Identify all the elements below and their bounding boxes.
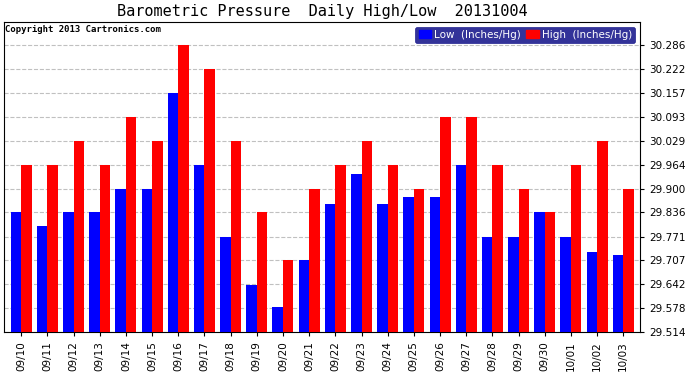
Bar	[335, 165, 346, 332]
Bar	[440, 117, 451, 332]
Legend: Low  (Inches/Hg), High  (Inches/Hg): Low (Inches/Hg), High (Inches/Hg)	[415, 27, 635, 43]
Bar	[623, 189, 633, 332]
Bar	[204, 69, 215, 332]
Bar	[571, 165, 582, 332]
Bar	[377, 204, 388, 332]
Bar	[404, 197, 414, 332]
Bar	[519, 189, 529, 332]
Bar	[63, 213, 74, 332]
Bar	[283, 260, 293, 332]
Bar	[11, 213, 21, 332]
Bar	[89, 213, 100, 332]
Bar	[466, 117, 477, 332]
Bar	[141, 189, 152, 332]
Bar	[257, 213, 267, 332]
Bar	[351, 174, 362, 332]
Bar	[325, 204, 335, 332]
Bar	[37, 226, 48, 332]
Bar	[309, 189, 319, 332]
Title: Barometric Pressure  Daily High/Low  20131004: Barometric Pressure Daily High/Low 20131…	[117, 4, 528, 19]
Bar	[388, 165, 398, 332]
Bar	[74, 141, 84, 332]
Bar	[178, 45, 189, 332]
Bar	[273, 308, 283, 332]
Bar	[152, 141, 163, 332]
Bar	[126, 117, 137, 332]
Bar	[21, 165, 32, 332]
Bar	[414, 189, 424, 332]
Bar	[508, 237, 519, 332]
Bar	[230, 141, 241, 332]
Bar	[456, 165, 466, 332]
Bar	[194, 165, 204, 332]
Bar	[220, 237, 230, 332]
Bar	[534, 213, 544, 332]
Bar	[482, 237, 493, 332]
Bar	[115, 189, 126, 332]
Bar	[544, 213, 555, 332]
Text: Copyright 2013 Cartronics.com: Copyright 2013 Cartronics.com	[6, 25, 161, 34]
Bar	[362, 141, 372, 332]
Bar	[168, 93, 178, 332]
Bar	[586, 252, 597, 332]
Bar	[430, 197, 440, 332]
Bar	[246, 285, 257, 332]
Bar	[100, 165, 110, 332]
Bar	[493, 165, 503, 332]
Bar	[560, 237, 571, 332]
Bar	[597, 141, 608, 332]
Bar	[48, 165, 58, 332]
Bar	[613, 255, 623, 332]
Bar	[299, 260, 309, 332]
